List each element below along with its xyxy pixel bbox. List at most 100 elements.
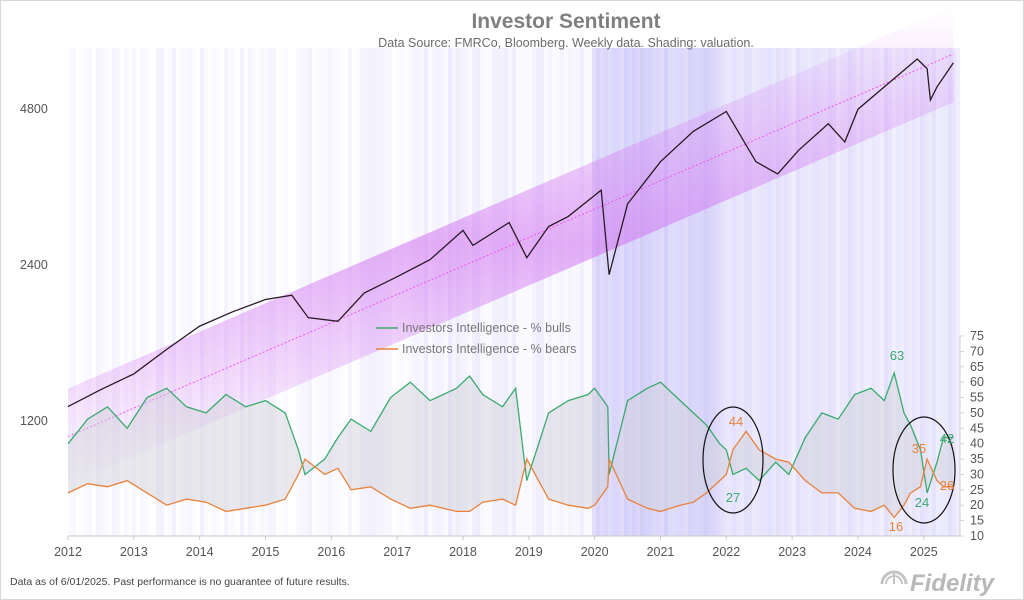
shading-stripe <box>540 48 544 536</box>
annotation-label: 35 <box>912 441 926 456</box>
shading-stripe <box>600 48 604 536</box>
valuation-band-area <box>68 6 954 485</box>
shading-stripe <box>668 48 672 536</box>
shading-stripe <box>764 48 768 536</box>
shading-stripe <box>560 48 564 536</box>
shading-stripe <box>284 48 288 536</box>
x-tick-label: 2021 <box>647 545 675 559</box>
shading-stripe <box>620 48 624 536</box>
left-tick-label: 2400 <box>20 258 48 272</box>
right-tick-label: 50 <box>970 406 984 420</box>
shading-stripe <box>132 48 136 536</box>
shading-stripe <box>180 48 184 536</box>
shading-stripe <box>784 48 788 536</box>
shading-stripe <box>748 48 752 536</box>
shading-stripe <box>904 48 908 536</box>
shading-stripe <box>628 48 632 536</box>
right-tick-label: 25 <box>970 483 984 497</box>
shading-stripe <box>512 48 516 536</box>
right-tick-label: 40 <box>970 437 984 451</box>
shading-stripe <box>268 48 272 536</box>
shading-stripe <box>632 48 636 536</box>
shading-stripe <box>664 48 668 536</box>
shading-stripe <box>828 48 832 536</box>
shading-stripe <box>616 48 620 536</box>
shading-stripe <box>876 48 880 536</box>
shading-stripe <box>608 48 612 536</box>
shading-stripe <box>640 48 644 536</box>
right-tick-label: 65 <box>970 360 984 374</box>
shading-stripe <box>160 48 164 536</box>
shading-stripe <box>88 48 92 536</box>
shading-stripe <box>184 48 188 536</box>
shading-stripe <box>800 48 804 536</box>
trend-line <box>67 53 954 438</box>
right-tick-label: 45 <box>970 421 984 435</box>
shading-stripe <box>708 48 712 536</box>
annotation-label: 26 <box>940 478 954 493</box>
shading-stripe <box>864 48 868 536</box>
shading-stripe <box>908 48 912 536</box>
shading-stripe <box>756 48 760 536</box>
right-tick-label: 75 <box>970 329 984 343</box>
shading-stripe <box>676 48 680 536</box>
shading-stripe <box>532 48 536 536</box>
shading-stripe <box>124 48 128 536</box>
shading-stripe <box>820 48 824 536</box>
shading-stripe <box>724 48 728 536</box>
shading-stripe <box>932 48 936 536</box>
right-tick-label: 55 <box>970 391 984 405</box>
legend-label-bulls: Investors Intelligence - % bulls <box>402 321 571 335</box>
shading-stripe <box>720 48 724 536</box>
shading-stripe <box>624 48 628 536</box>
shading-stripe <box>144 48 148 536</box>
shading-stripe <box>744 48 748 536</box>
shading-stripe <box>260 48 264 536</box>
shading-stripe <box>592 48 596 536</box>
shading-stripe <box>140 48 144 536</box>
left-tick-labels: 1200 2400 4800 <box>20 102 48 428</box>
shading-stripe <box>556 48 560 536</box>
annotation-label: 16 <box>889 519 903 534</box>
shading-stripe <box>928 48 932 536</box>
bulls-line <box>67 370 954 494</box>
shading-stripe <box>832 48 836 536</box>
annotations: 63 44 27 35 42 24 26 16 <box>726 348 954 534</box>
shading-stripe <box>168 48 172 536</box>
shading-stripe <box>536 48 540 536</box>
index-line <box>67 58 954 408</box>
fidelity-logo: Fidelity <box>880 570 996 597</box>
shading-stripe <box>688 48 692 536</box>
annotation-label: 44 <box>729 414 743 429</box>
shading-stripe <box>912 48 916 536</box>
shading-stripe <box>84 48 88 536</box>
shading-stripe <box>916 48 920 536</box>
fidelity-emblem-icon <box>880 570 908 585</box>
left-tick-label: 4800 <box>20 102 48 116</box>
shading-stripe <box>200 48 204 536</box>
chart-subtitle: Data Source: FMRCo, Bloomberg. Weekly da… <box>378 36 754 50</box>
shading-stripe <box>752 48 756 536</box>
right-tick-label: 10 <box>970 529 984 543</box>
shading-stripe <box>568 48 572 536</box>
shading-stripe <box>740 48 744 536</box>
shading-stripe <box>924 48 928 536</box>
shading-stripe <box>644 48 648 536</box>
shading-stripe <box>880 48 884 536</box>
shading-stripe <box>712 48 716 536</box>
shading-stripe <box>796 48 800 536</box>
shading-stripe <box>716 48 720 536</box>
shading-stripe <box>840 48 844 536</box>
shading-stripe <box>772 48 776 536</box>
shading-stripe <box>948 48 952 536</box>
shading-stripe <box>836 48 840 536</box>
shading-stripe <box>812 48 816 536</box>
right-tick-label: 30 <box>970 467 984 481</box>
shading-stripe <box>68 48 72 536</box>
footnote: Data as of 6/01/2025. Past performance i… <box>10 576 350 588</box>
annotation-label: 63 <box>890 348 904 363</box>
shading-stripe <box>776 48 780 536</box>
x-tick-label: 2013 <box>120 545 148 559</box>
shading-stripe <box>188 48 192 536</box>
